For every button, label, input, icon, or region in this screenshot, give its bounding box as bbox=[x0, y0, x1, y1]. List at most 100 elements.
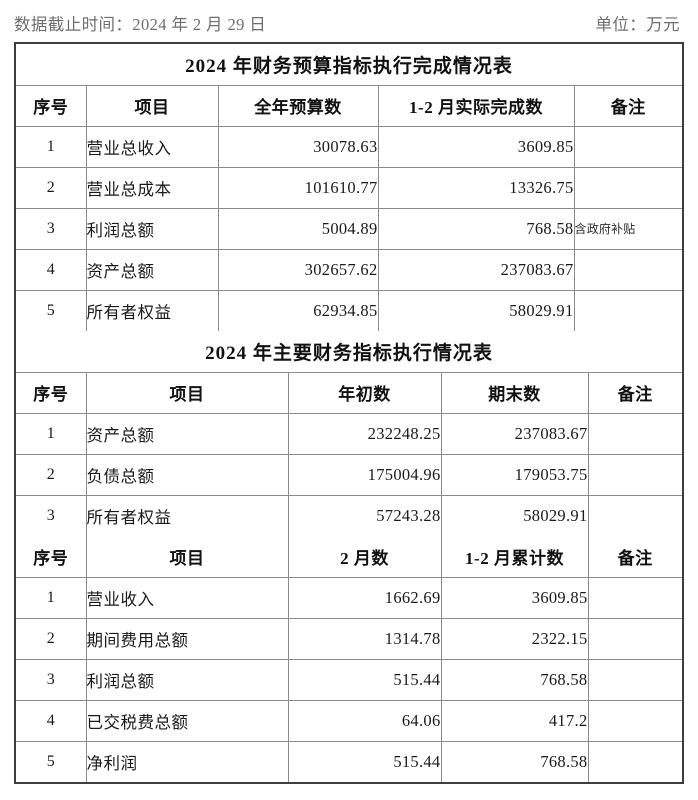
section-title: 2024 年主要财务指标执行情况表 bbox=[16, 331, 683, 373]
row-value2: 417.2 bbox=[440, 699, 589, 742]
table-row: 5 净利润 515.44 768.58 bbox=[16, 740, 682, 782]
row-value1: 175004.96 bbox=[287, 453, 442, 496]
row-item: 净利润 bbox=[85, 740, 289, 782]
section-title-row: 2024 年财务预算指标执行完成情况表 bbox=[16, 44, 683, 86]
column-header-value2: 1-2 月实际完成数 bbox=[377, 84, 575, 127]
row-value1: 232248.25 bbox=[287, 412, 442, 455]
currency-unit: 单位：万元 bbox=[595, 15, 680, 34]
row-index: 4 bbox=[16, 248, 87, 291]
row-value2: 3609.85 bbox=[440, 576, 589, 619]
row-index: 3 bbox=[16, 207, 87, 250]
row-index: 2 bbox=[16, 166, 87, 209]
row-index: 1 bbox=[16, 125, 87, 168]
row-note bbox=[587, 617, 682, 660]
column-header-index: 序号 bbox=[16, 84, 87, 127]
column-header-value2: 1-2 月累计数 bbox=[440, 536, 589, 578]
row-index: 5 bbox=[16, 740, 87, 782]
row-value1: 64.06 bbox=[287, 699, 442, 742]
budget-execution-table: 2024 年财务预算指标执行完成情况表 序号 项目 全年预算数 1-2 月实际完… bbox=[16, 44, 683, 331]
column-header-row: 序号 项目 年初数 期末数 备注 bbox=[16, 371, 683, 414]
row-value1: 1314.78 bbox=[287, 617, 442, 660]
row-index: 1 bbox=[16, 576, 87, 619]
table-row: 2 期间费用总额 1314.78 2322.15 bbox=[16, 617, 682, 660]
row-item: 所有者权益 bbox=[85, 289, 219, 331]
row-note bbox=[573, 125, 683, 168]
row-item: 资产总额 bbox=[85, 248, 219, 291]
table-row: 3 所有者权益 57243.28 58029.91 bbox=[16, 494, 683, 536]
row-value1: 515.44 bbox=[287, 658, 442, 701]
row-value1: 101610.77 bbox=[217, 166, 379, 209]
row-value2: 58029.91 bbox=[377, 289, 575, 331]
table-row: 1 营业收入 1662.69 3609.85 bbox=[16, 576, 682, 619]
row-index: 2 bbox=[16, 617, 87, 660]
row-value1: 30078.63 bbox=[217, 125, 379, 168]
column-header-item: 项目 bbox=[85, 371, 289, 414]
column-header-value1: 2 月数 bbox=[287, 536, 442, 578]
row-note bbox=[573, 289, 683, 331]
row-value1: 302657.62 bbox=[217, 248, 379, 291]
row-index: 4 bbox=[16, 699, 87, 742]
column-header-value2: 期末数 bbox=[440, 371, 589, 414]
column-header-value1: 年初数 bbox=[287, 371, 442, 414]
table-row: 5 所有者权益 62934.85 58029.91 bbox=[16, 289, 683, 331]
column-header-value1: 全年预算数 bbox=[217, 84, 379, 127]
row-value2: 58029.91 bbox=[440, 494, 589, 536]
row-note bbox=[587, 453, 683, 496]
row-value2: 179053.75 bbox=[440, 453, 589, 496]
row-item: 已交税费总额 bbox=[85, 699, 289, 742]
column-header-note: 备注 bbox=[587, 371, 683, 414]
column-header-item: 项目 bbox=[85, 536, 289, 578]
row-value2: 768.58 bbox=[440, 658, 589, 701]
row-index: 3 bbox=[16, 658, 87, 701]
row-item: 期间费用总额 bbox=[85, 617, 289, 660]
column-header-row: 序号 项目 2 月数 1-2 月累计数 备注 bbox=[16, 536, 682, 578]
column-header-note: 备注 bbox=[587, 536, 682, 578]
row-value1: 515.44 bbox=[287, 740, 442, 782]
row-value1: 5004.89 bbox=[217, 207, 379, 250]
row-item: 营业总成本 bbox=[85, 166, 219, 209]
row-value2: 13326.75 bbox=[377, 166, 575, 209]
row-value2: 237083.67 bbox=[377, 248, 575, 291]
row-note: 含政府补贴 bbox=[573, 207, 683, 250]
row-value1: 62934.85 bbox=[217, 289, 379, 331]
table-row: 4 资产总额 302657.62 237083.67 bbox=[16, 248, 683, 291]
row-value2: 3609.85 bbox=[377, 125, 575, 168]
table-row: 4 已交税费总额 64.06 417.2 bbox=[16, 699, 682, 742]
column-header-item: 项目 bbox=[85, 84, 219, 127]
row-note bbox=[587, 740, 682, 782]
section-title-row: 2024 年主要财务指标执行情况表 bbox=[16, 331, 683, 373]
row-note bbox=[587, 576, 682, 619]
main-indicator-table: 2024 年主要财务指标执行情况表 序号 项目 年初数 期末数 备注 1 资产总… bbox=[16, 331, 683, 536]
column-header-index: 序号 bbox=[16, 371, 87, 414]
row-value1: 57243.28 bbox=[287, 494, 442, 536]
table-row: 2 负债总额 175004.96 179053.75 bbox=[16, 453, 683, 496]
row-note bbox=[587, 658, 682, 701]
row-value2: 768.58 bbox=[377, 207, 575, 250]
row-note bbox=[587, 494, 683, 536]
row-index: 3 bbox=[16, 494, 87, 536]
column-header-row: 序号 项目 全年预算数 1-2 月实际完成数 备注 bbox=[16, 84, 683, 127]
row-value2: 237083.67 bbox=[440, 412, 589, 455]
section-title: 2024 年财务预算指标执行完成情况表 bbox=[16, 44, 683, 86]
row-item: 所有者权益 bbox=[85, 494, 289, 536]
row-value2: 768.58 bbox=[440, 740, 589, 782]
column-header-index: 序号 bbox=[16, 536, 87, 578]
row-item: 营业总收入 bbox=[85, 125, 219, 168]
data-cutoff-date: 数据截止时间：2024 年 2 月 29 日 bbox=[14, 15, 267, 34]
row-index: 1 bbox=[16, 412, 87, 455]
row-item: 营业收入 bbox=[85, 576, 289, 619]
row-note bbox=[573, 166, 683, 209]
row-item: 资产总额 bbox=[85, 412, 289, 455]
monthly-indicator-table: 序号 项目 2 月数 1-2 月累计数 备注 1 营业收入 1662.69 36… bbox=[16, 536, 682, 782]
table-row: 3 利润总额 515.44 768.58 bbox=[16, 658, 682, 701]
row-note bbox=[587, 412, 683, 455]
row-item: 利润总额 bbox=[85, 658, 289, 701]
row-note bbox=[587, 699, 682, 742]
table-row: 3 利润总额 5004.89 768.58 含政府补贴 bbox=[16, 207, 683, 250]
row-note bbox=[573, 248, 683, 291]
row-item: 利润总额 bbox=[85, 207, 219, 250]
row-index: 5 bbox=[16, 289, 87, 331]
report-caption: 数据截止时间：2024 年 2 月 29 日 单位：万元 bbox=[0, 0, 698, 42]
report-table-frame: 2024 年财务预算指标执行完成情况表 序号 项目 全年预算数 1-2 月实际完… bbox=[14, 42, 684, 784]
